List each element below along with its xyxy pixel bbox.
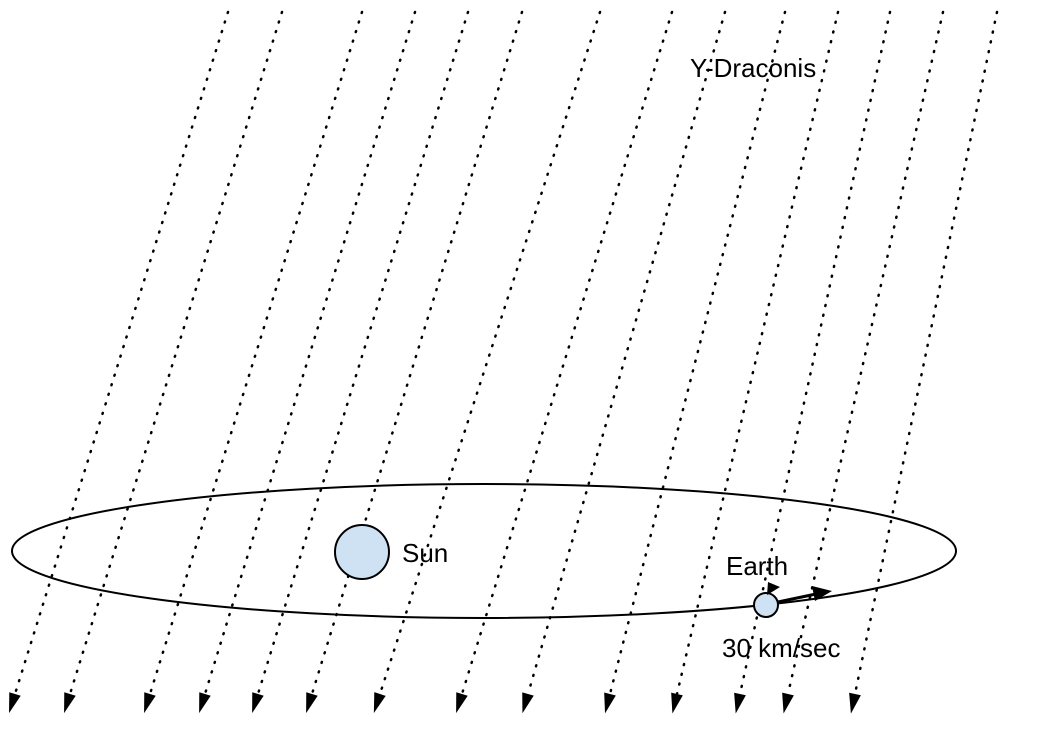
- ray-arrowhead: [522, 692, 534, 713]
- light-ray: [462, 12, 672, 694]
- light-ray: [855, 12, 997, 694]
- ray-arrowhead: [306, 692, 318, 713]
- sun: [335, 525, 389, 579]
- light-ray: [150, 12, 362, 694]
- page: Y-Draconis Sun Earth 30 km/sec (() => { …: [0, 0, 1057, 740]
- ray-arrowhead: [734, 693, 746, 714]
- light-ray: [258, 12, 468, 694]
- sun-label: Sun: [402, 538, 448, 568]
- ray-arrowhead: [199, 692, 211, 713]
- ray-arrowhead: [374, 692, 386, 713]
- light-ray: [205, 12, 415, 694]
- ray-arrowhead: [782, 693, 794, 714]
- ray-arrowhead: [9, 692, 21, 713]
- ray-arrowhead: [671, 693, 683, 714]
- small-arrowhead: [767, 582, 780, 595]
- light-ray: [312, 12, 522, 694]
- earth: [754, 593, 778, 617]
- light-ray: [380, 12, 600, 694]
- light-ray: [788, 12, 943, 694]
- ray-arrowhead: [252, 692, 264, 713]
- ray-arrowhead: [64, 692, 76, 713]
- light-ray: [528, 12, 725, 694]
- earth-label: Earth: [726, 551, 788, 581]
- speed-label: 30 km/sec: [722, 633, 841, 663]
- ray-arrowhead: [849, 693, 861, 714]
- diagram: Y-Draconis Sun Earth 30 km/sec: [0, 0, 1057, 740]
- light-ray: [15, 12, 228, 694]
- ray-arrowhead: [144, 692, 156, 713]
- star-label: Y-Draconis: [690, 53, 816, 83]
- light-ray: [70, 12, 282, 694]
- light-rays: [9, 12, 997, 714]
- ray-arrowhead: [604, 693, 616, 714]
- ray-arrowhead: [456, 692, 468, 713]
